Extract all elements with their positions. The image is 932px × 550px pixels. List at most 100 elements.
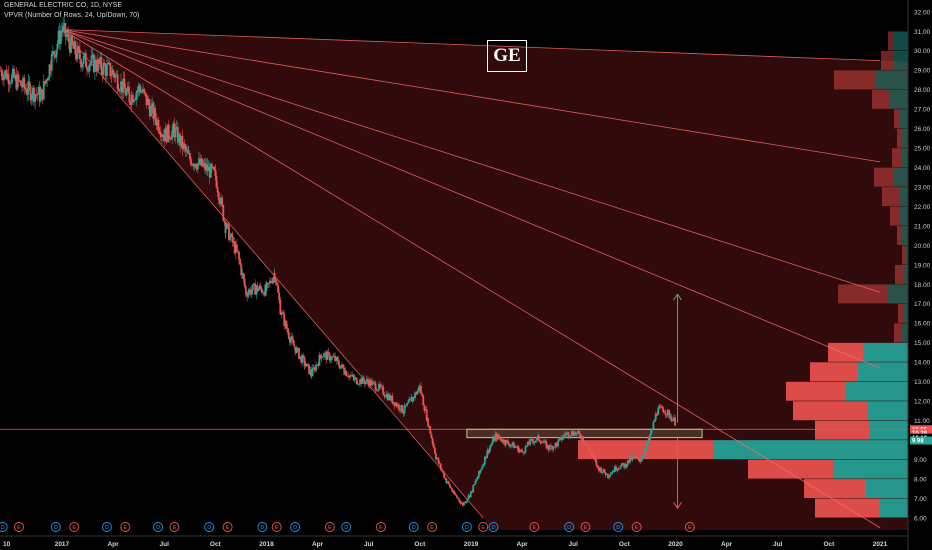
price-tick-label: 13.00: [914, 379, 931, 386]
candle-body: [358, 383, 360, 385]
candle-body: [172, 123, 175, 131]
earnings-event-marker[interactable]: [478, 522, 489, 532]
candle-body: [362, 377, 365, 382]
dividend-event-marker[interactable]: [564, 522, 575, 532]
resistance-box[interactable]: [466, 428, 703, 439]
candle-body: [493, 438, 496, 441]
earnings-event-marker[interactable]: [14, 522, 24, 532]
candle-body: [257, 288, 260, 292]
price-tick-label: 22.00: [914, 204, 931, 211]
earnings-event-marker[interactable]: [169, 522, 180, 532]
candle-body: [457, 497, 459, 499]
candle-body: [375, 390, 378, 392]
dividend-event-marker[interactable]: [0, 522, 8, 532]
candle-body: [277, 285, 279, 293]
candle-body: [626, 460, 629, 466]
earnings-event-marker[interactable]: [271, 522, 282, 532]
candle-body: [624, 463, 627, 468]
event-marker-label: D: [156, 525, 160, 531]
candle-body: [365, 379, 368, 382]
earnings-event-marker[interactable]: [631, 522, 642, 532]
candle-body: [243, 278, 246, 287]
candle-body: [5, 70, 8, 80]
candle-body: [258, 285, 261, 289]
candle-body: [211, 164, 213, 169]
dividend-event-marker[interactable]: [153, 522, 164, 532]
price-axis[interactable]: 6.007.008.009.0010.0011.0012.0013.0014.0…: [907, 0, 931, 550]
event-marker-label: E: [688, 525, 692, 531]
candle-body: [658, 406, 661, 409]
candle-body: [290, 336, 292, 342]
earnings-event-marker[interactable]: [324, 522, 335, 532]
time-tick-label: 2017: [55, 541, 70, 548]
dividend-event-marker[interactable]: [613, 522, 624, 532]
candle-body: [259, 285, 262, 289]
candle-body: [125, 90, 128, 96]
earnings-event-marker[interactable]: [222, 522, 233, 532]
earnings-event-marker[interactable]: [120, 522, 131, 532]
dividend-event-marker[interactable]: [488, 522, 499, 532]
candle-body: [526, 441, 529, 446]
candle-body: [253, 283, 255, 285]
candle-body: [299, 356, 301, 359]
candle-body: [342, 364, 344, 368]
candle-body: [192, 164, 195, 167]
candle-body: [187, 153, 190, 154]
candle-body: [546, 445, 549, 449]
earnings-event-marker[interactable]: [427, 522, 438, 532]
dividend-event-marker[interactable]: [461, 522, 472, 532]
volume-profile-down-bar: [882, 187, 900, 207]
candle-body: [71, 35, 74, 44]
candle-body: [256, 285, 259, 292]
candle-body: [588, 446, 591, 450]
candle-body: [408, 399, 411, 403]
time-axis[interactable]: 10 2017 Apr Jul Oct 2018 Apr Jul Oct 2019 Apr Jul Oc…: [0, 535, 908, 548]
candle-body: [304, 365, 307, 367]
candle-body: [335, 357, 338, 361]
event-marker-label: E: [275, 525, 279, 531]
earnings-event-marker[interactable]: [69, 522, 80, 532]
resistance-zone[interactable]: [466, 428, 703, 439]
projection-arrows[interactable]: [673, 293, 682, 510]
candle-body: [515, 446, 518, 448]
candle-body: [421, 393, 424, 396]
indicator-legend[interactable]: VPVR (Number Of Rows, 24, Up/Down, 70): [4, 12, 140, 19]
candle-body: [425, 409, 428, 421]
candle-body: [272, 277, 275, 284]
volume-profile-up-bar: [863, 342, 908, 362]
volume-profile-down-bar: [872, 89, 890, 109]
candle-body: [338, 364, 341, 369]
dividend-event-marker[interactable]: [50, 522, 61, 532]
candle-body: [625, 465, 628, 468]
candle-body: [31, 87, 34, 98]
candle-body: [293, 344, 296, 348]
candle-body: [54, 55, 57, 58]
candle-body: [248, 289, 251, 293]
dividend-event-marker[interactable]: [408, 522, 419, 532]
candle-body: [137, 85, 140, 91]
earnings-event-marker[interactable]: [376, 522, 386, 532]
price-tick-label: 7.00: [914, 496, 927, 503]
dividend-event-marker[interactable]: [257, 522, 268, 532]
candle-body: [99, 56, 102, 64]
candle-body: [273, 273, 276, 280]
chart-symbol-title: GENERAL ELECTRIC CO, 1D, NYSE: [4, 2, 122, 9]
candle-body: [496, 435, 499, 440]
candle-body: [486, 453, 489, 459]
dividend-event-marker[interactable]: [341, 522, 352, 532]
time-tick-label: Apr: [312, 541, 324, 548]
candle-body: [7, 73, 10, 85]
candle-body: [345, 370, 348, 376]
earnings-event-marker[interactable]: [684, 522, 695, 532]
dividend-event-marker[interactable]: [204, 522, 215, 532]
dividend-event-marker[interactable]: [101, 522, 112, 532]
volume-profile-down-bar: [815, 420, 870, 440]
earnings-event-marker[interactable]: [529, 522, 540, 532]
dividend-event-marker[interactable]: [290, 522, 301, 532]
candle-body: [396, 404, 399, 407]
earnings-event-marker[interactable]: [580, 522, 591, 532]
candle-body: [398, 404, 400, 410]
candle-body: [208, 166, 211, 178]
